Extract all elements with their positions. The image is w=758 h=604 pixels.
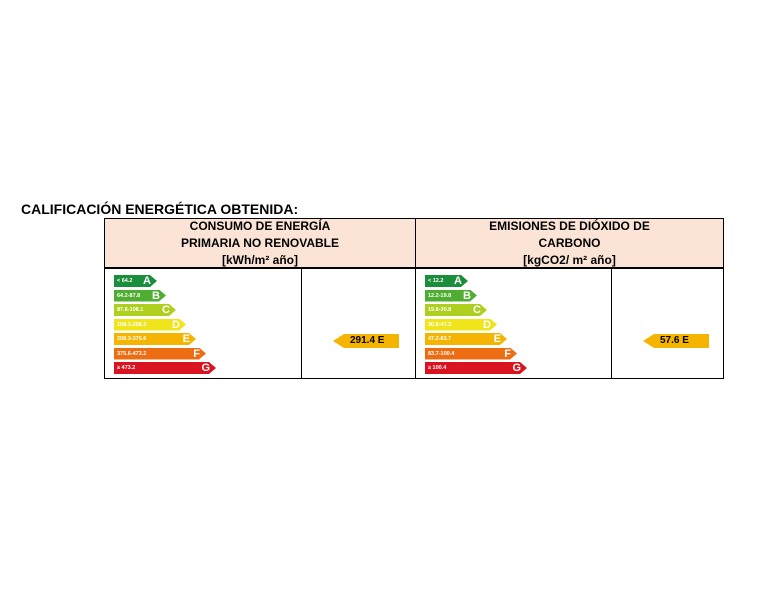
energy-header: CONSUMO DE ENERGÍA PRIMARIA NO RENOVABLE… xyxy=(104,218,416,268)
emissions-header-line-2: CARBONO xyxy=(538,235,601,250)
energy-panel-divider xyxy=(301,269,302,378)
energy-class-c: 87.8-108.1 C xyxy=(114,304,176,316)
emissions-letter-d: D xyxy=(483,318,491,331)
emissions-result-marker: 57.6 E xyxy=(643,334,709,348)
energy-range-f: 375.6-473.2 xyxy=(117,350,147,357)
emissions-range-a: < 12.2 xyxy=(428,278,444,284)
energy-scale: < 64.2 A 64.2-87.8 B 87.8-108.1 C 108.1-208… xyxy=(114,275,216,377)
page-title: CALIFICACIÓN ENERGÉTICA OBTENIDA: xyxy=(21,201,299,217)
emissions-range-c: 19.8-30.8 xyxy=(428,307,452,313)
emissions-range-b: 12.2-19.8 xyxy=(428,292,452,299)
energy-letter-a: A xyxy=(143,275,151,287)
emissions-class-b: 12.2-19.8 B xyxy=(425,290,477,302)
emissions-class-e: 47.2-83.7 E xyxy=(425,333,507,345)
emissions-rating-panel: < 12.2 A 12.2-19.8 B 19.8-30.8 C 30.8-47.2 D… xyxy=(415,268,724,379)
emissions-class-f: 83.7-100.4 F xyxy=(425,348,517,360)
emissions-class-a: < 12.2 A xyxy=(425,275,468,287)
emissions-range-d: 30.8-47.2 xyxy=(428,321,452,328)
emissions-range-f: 83.7-100.4 xyxy=(428,350,455,357)
energy-result-marker: 291.4 E xyxy=(333,334,399,348)
energy-letter-b: B xyxy=(152,289,160,302)
emissions-class-d: 30.8-47.2 D xyxy=(425,319,497,331)
emissions-letter-c: C xyxy=(473,304,481,316)
energy-range-b: 64.2-87.8 xyxy=(117,292,141,299)
energy-range-g: ≥ 473.2 xyxy=(117,365,136,371)
energy-class-e: 208.3-375.6 E xyxy=(114,333,196,345)
energy-rating-panel: < 64.2 A 64.2-87.8 B 87.8-108.1 C 108.1-208… xyxy=(104,268,416,379)
energy-letter-d: D xyxy=(172,318,180,331)
energy-letter-g: G xyxy=(201,362,210,374)
emissions-header: EMISIONES DE DIÓXIDO DE CARBONO [kgCO2/ … xyxy=(415,218,724,268)
energy-class-b: 64.2-87.8 B xyxy=(114,290,166,302)
emissions-class-c: 19.8-30.8 C xyxy=(425,304,487,316)
energy-range-c: 87.8-108.1 xyxy=(117,307,144,313)
emissions-header-line-1: EMISIONES DE DIÓXIDO DE xyxy=(489,218,650,233)
emissions-letter-e: E xyxy=(493,333,501,345)
energy-letter-c: C xyxy=(162,304,170,316)
energy-class-g: ≥ 473.2 G xyxy=(114,362,216,374)
emissions-letter-f: F xyxy=(504,347,511,360)
emissions-header-unit: [kgCO2/ m² año] xyxy=(523,252,616,267)
emissions-letter-b: B xyxy=(463,289,471,302)
energy-class-f: 375.6-473.2 F xyxy=(114,348,206,360)
emissions-range-e: 47.2-83.7 xyxy=(428,336,452,342)
energy-header-line-2: PRIMARIA NO RENOVABLE xyxy=(180,235,339,250)
energy-range-d: 108.1-208.3 xyxy=(117,321,147,328)
emissions-scale: < 12.2 A 12.2-19.8 B 19.8-30.8 C 30.8-47.2 D… xyxy=(425,275,527,377)
energy-header-line-1: CONSUMO DE ENERGÍA xyxy=(189,218,331,233)
emissions-panel-divider xyxy=(611,269,612,378)
energy-range-a: < 64.2 xyxy=(117,278,133,284)
emissions-letter-a: A xyxy=(454,275,462,287)
energy-range-e: 208.3-375.6 xyxy=(117,336,147,342)
energy-letter-f: F xyxy=(193,347,200,360)
emissions-class-g: ≥ 100.4 G xyxy=(425,362,527,374)
emissions-range-g: ≥ 100.4 xyxy=(428,365,447,371)
energy-header-unit: [kWh/m² año] xyxy=(222,252,298,267)
energy-class-a: < 64.2 A xyxy=(114,275,157,287)
energy-letter-e: E xyxy=(182,333,190,345)
emissions-letter-g: G xyxy=(512,362,521,374)
energy-class-d: 108.1-208.3 D xyxy=(114,319,186,331)
